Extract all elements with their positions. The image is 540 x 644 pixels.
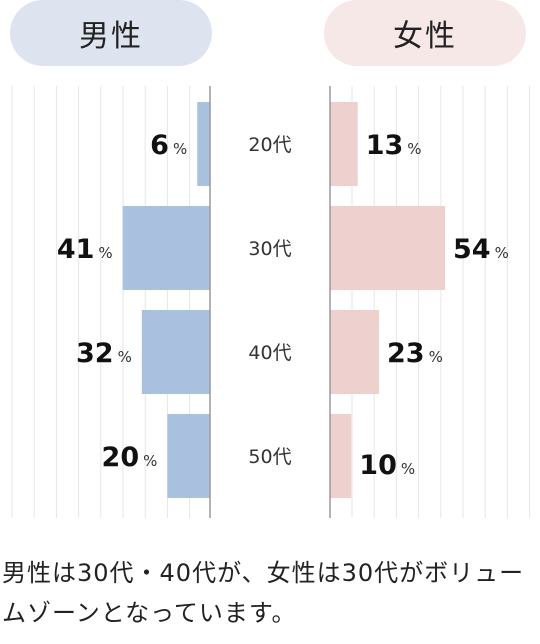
male-header-label: 男性 [79, 19, 143, 54]
female-bar [330, 206, 446, 290]
age-gender-chart: 6% 13 % 20代 41% 54 % 30代 32% 23 % 40代 20% 10 % 50代 [11, 86, 531, 518]
male-bar [122, 206, 210, 290]
female-value-label: 54% [453, 234, 509, 265]
age-label: 30代 [248, 238, 291, 260]
male-header: 男性 [10, 0, 212, 66]
male-bar [167, 414, 210, 498]
age-label: 20代 [248, 134, 291, 156]
female-bar [330, 414, 352, 498]
female-value-label: 10% [359, 450, 415, 481]
age-label: 40代 [248, 342, 291, 364]
caption: 男性は30代・40代が、女性は30代がボリュームゾーンとなっています。 [2, 559, 525, 627]
male-bar [141, 310, 210, 394]
male-value-label: 6% [150, 130, 187, 161]
female-header: 女性 [324, 0, 526, 66]
female-bar [330, 102, 358, 186]
female-value-label: 13% [366, 130, 422, 161]
age-label: 50代 [248, 446, 291, 468]
female-header-label: 女性 [393, 19, 457, 54]
male-value-label: 41% [57, 234, 113, 265]
male-value-label: 32% [76, 338, 132, 369]
female-bar [330, 310, 379, 394]
female-value-label: 23% [387, 338, 443, 369]
male-bar [197, 102, 210, 186]
male-value-label: 20% [102, 442, 158, 473]
